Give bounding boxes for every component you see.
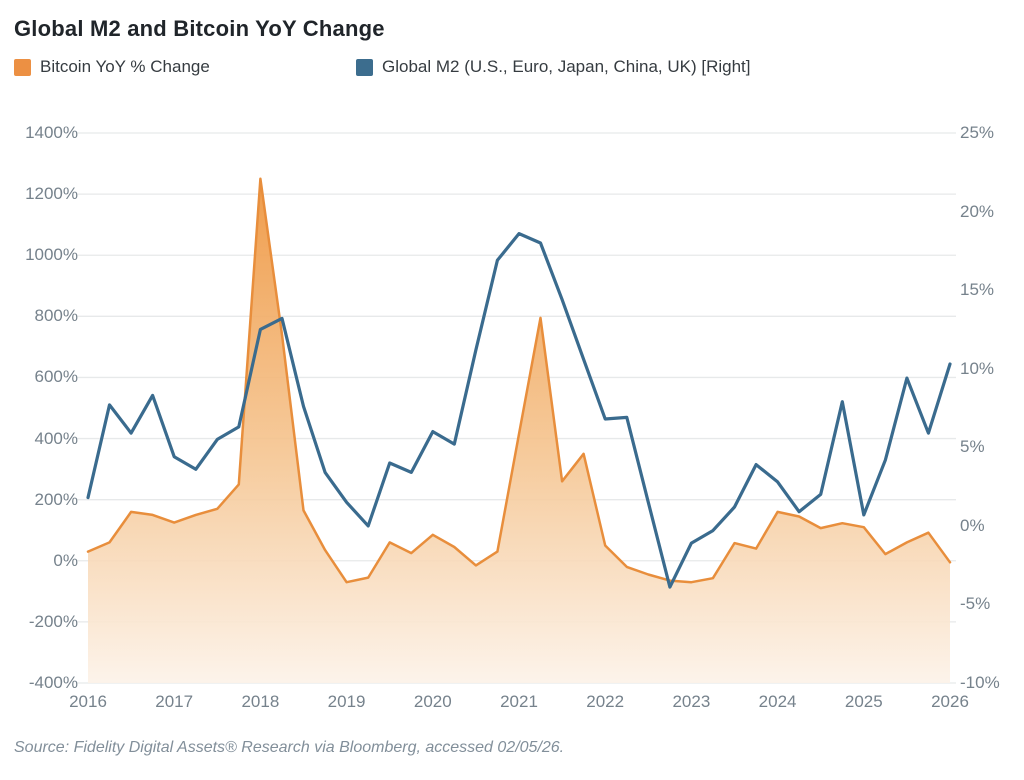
axis-tick-label: 25% [960,123,995,142]
m2-swatch-icon [356,58,373,76]
axis-tick-label: 1200% [25,184,78,204]
axis-tick-label: 2024 [758,692,797,711]
legend-label-bitcoin: Bitcoin YoY % Change [40,57,210,76]
legend-item-m2: Global M2 (U.S., Euro, Japan, China, UK)… [356,57,751,77]
axis-tick-label: 200% [34,489,78,509]
axis-tick-label: 800% [34,306,78,326]
axis-tick-label: 15% [960,280,995,300]
axis-tick-label: 2016 [69,692,107,711]
axis-tick-label: 2023 [672,692,711,711]
legend: Bitcoin YoY % Change Global M2 (U.S., Eu… [14,57,1004,79]
axis-tick-label: 2021 [500,692,538,711]
axis-tick-label: -5% [960,594,991,614]
axis-tick-label: 20% [960,201,995,221]
axis-tick-label: 2025 [844,692,883,711]
m2-line [86,232,952,589]
axis-tick-label: -10% [960,673,1000,692]
axis-tick-label: 1000% [25,245,78,265]
page-title: Global M2 and Bitcoin YoY Change [14,16,385,41]
axis-tick-label: 2019 [327,692,366,711]
bitcoin-line [86,177,952,584]
legend-label-m2: Global M2 (U.S., Euro, Japan, China, UK)… [382,57,751,76]
axis-tick-label: 2022 [586,692,625,711]
bitcoin-area [88,178,950,684]
axis-tick-label: 1400% [25,123,78,142]
bitcoin-swatch-icon [14,58,31,76]
axis-tick-label: 2017 [155,692,194,711]
source-note: Source: Fidelity Digital Assets® Researc… [14,739,565,756]
axis-tick-label: 2026 [931,692,969,711]
axis-tick-label: 5% [960,437,985,457]
axis-tick-label: 600% [34,367,78,387]
axis-tick-label: 0% [960,515,985,535]
axis-tick-label: -200% [28,611,78,631]
axis-tick-label: -400% [28,673,78,692]
legend-item-bitcoin: Bitcoin YoY % Change [14,57,210,77]
axis-tick-label: 2020 [413,692,452,711]
axis-tick-label: 2018 [241,692,280,711]
axis-tick-label: 10% [960,358,995,378]
axis-tick-label: 0% [53,550,78,570]
axis-tick-label: 400% [34,428,78,448]
